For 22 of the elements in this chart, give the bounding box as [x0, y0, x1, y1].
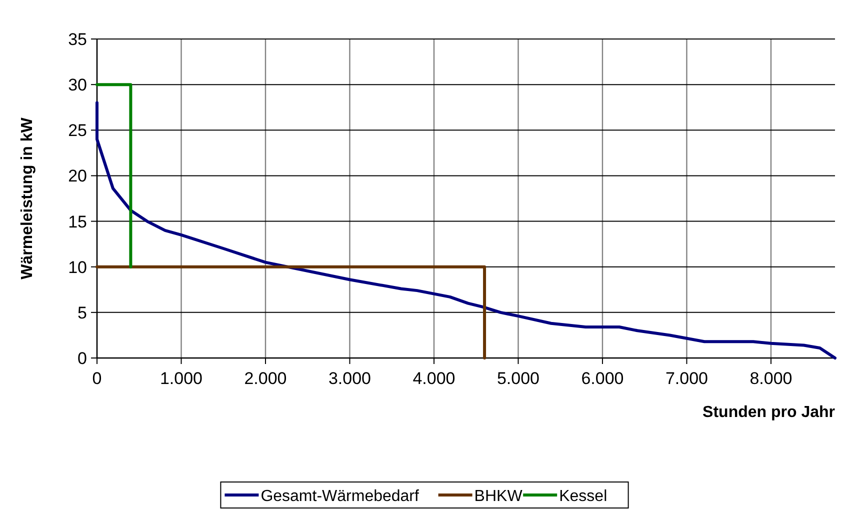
y-axis-title: Wärmeleistung in kW	[19, 116, 36, 280]
y-tick-label: 30	[68, 76, 87, 95]
y-tick-label: 20	[68, 166, 87, 186]
x-tick-label: 1.000	[160, 369, 203, 388]
legend-label: BHKW	[474, 488, 524, 505]
x-tick-label: 8.000	[750, 369, 792, 388]
y-tick-label: 25	[68, 121, 87, 140]
x-tick-label: 5.000	[496, 369, 540, 388]
y-tick-label: 15	[68, 212, 87, 232]
y-tick-label: 5	[78, 303, 87, 322]
x-tick-label: 2.000	[244, 369, 287, 388]
y-tick-label: 10	[68, 258, 87, 277]
x-tick-label: 0	[92, 369, 102, 388]
x-tick-label: 3.000	[328, 369, 372, 388]
y-tick-label: 0	[78, 349, 87, 368]
legend-label: Gesamt-Wärmebedarf	[260, 488, 420, 505]
y-tick-label: 35	[68, 30, 87, 49]
x-tick-label: 7.000	[665, 369, 708, 388]
x-axis-title: Stunden pro Jahr	[702, 404, 835, 421]
x-tick-label: 4.000	[412, 369, 456, 388]
x-tick-label: 6.000	[581, 369, 624, 388]
legend-label: Kessel	[559, 488, 608, 505]
